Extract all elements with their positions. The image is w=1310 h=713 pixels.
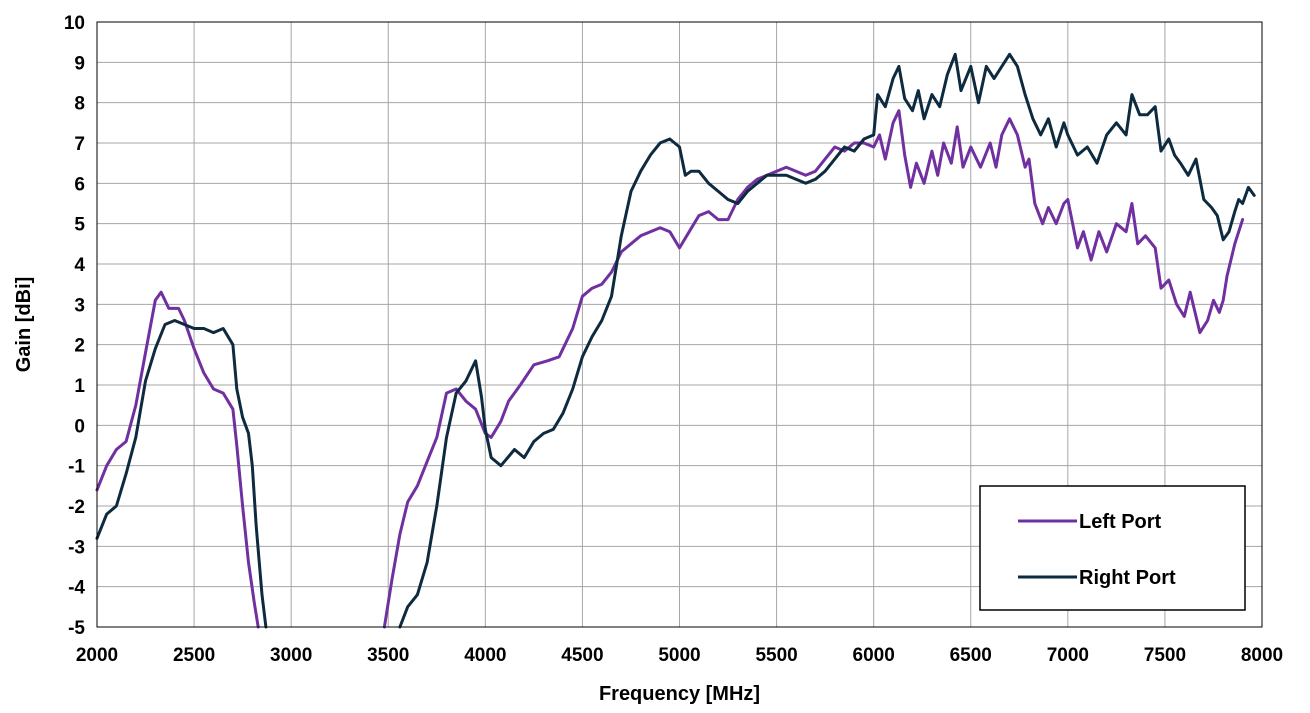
legend-box xyxy=(979,485,1246,611)
x-tick-label: 2000 xyxy=(76,645,118,666)
y-axis-title: Gain [dBi] xyxy=(13,277,35,373)
y-tick-label: -2 xyxy=(68,497,85,518)
x-tick-label: 6000 xyxy=(853,645,895,666)
y-tick-label: 6 xyxy=(74,174,85,195)
legend: Left Port Right Port xyxy=(979,485,1246,611)
x-tick-label: 2500 xyxy=(173,645,215,666)
y-axis-ticks: -5 -4 -3 -2 -1 0 1 2 3 4 5 6 7 8 9 10 xyxy=(64,13,86,639)
y-tick-label: 7 xyxy=(74,134,85,155)
y-tick-label: 1 xyxy=(74,376,85,397)
plot-frame xyxy=(96,21,1263,628)
x-tick-label: 7500 xyxy=(1144,645,1186,666)
x-tick-label: 5000 xyxy=(658,645,700,666)
y-tick-label: -4 xyxy=(68,578,85,599)
x-tick-label: 7000 xyxy=(1047,645,1089,666)
x-tick-label: 3000 xyxy=(270,645,312,666)
y-tick-label: 0 xyxy=(74,416,85,437)
y-tick-label: 4 xyxy=(74,255,85,276)
legend-label-right-port: Right Port xyxy=(1079,567,1176,589)
legend-label-left-port: Left Port xyxy=(1079,511,1162,533)
y-tick-label: 3 xyxy=(74,295,85,316)
x-tick-label: 5500 xyxy=(755,645,797,666)
x-tick-label: 8000 xyxy=(1241,645,1283,666)
y-tick-label: 10 xyxy=(64,13,85,34)
series-line-left-port xyxy=(382,109,1245,629)
x-tick-label: 4500 xyxy=(561,645,603,666)
y-tick-label: -3 xyxy=(68,537,85,558)
y-tick-label: -1 xyxy=(68,457,85,478)
x-tick-label: 6500 xyxy=(950,645,992,666)
series-line-right-port xyxy=(95,319,268,629)
series-layer xyxy=(95,52,1256,629)
series-line-right-port xyxy=(398,52,1256,629)
y-tick-label: 9 xyxy=(74,53,85,74)
y-tick-label: -5 xyxy=(68,618,85,639)
x-axis-ticks: 2000 2500 3000 3500 4000 4500 5000 5500 6000 6500… xyxy=(76,645,1283,666)
series-line-left-port xyxy=(95,290,260,629)
y-tick-label: 5 xyxy=(74,215,85,236)
y-tick-label: 8 xyxy=(74,94,85,115)
x-tick-label: 3500 xyxy=(367,645,409,666)
y-tick-label: 2 xyxy=(74,336,85,357)
x-tick-label: 4000 xyxy=(464,645,506,666)
x-axis-title: Frequency [MHz] xyxy=(599,683,760,705)
